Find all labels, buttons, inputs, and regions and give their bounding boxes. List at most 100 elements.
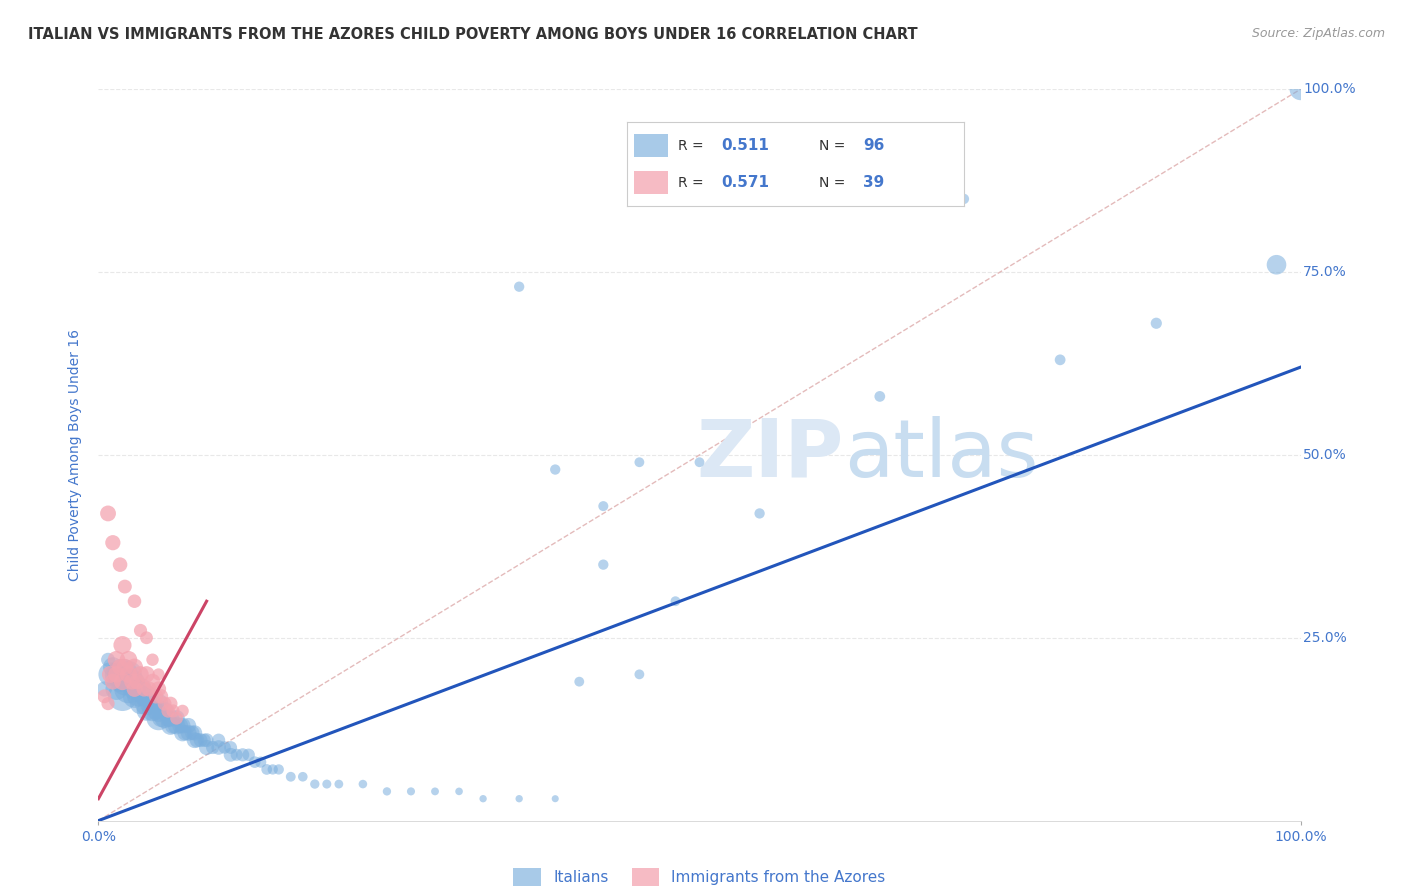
Point — [249, 755, 271, 769]
Point — [129, 681, 152, 696]
Point — [111, 667, 134, 681]
Point — [148, 704, 170, 718]
Point — [105, 667, 128, 681]
Text: N =: N = — [820, 176, 851, 190]
Point — [124, 690, 146, 704]
Text: R =: R = — [678, 176, 707, 190]
Point — [219, 747, 242, 762]
Point — [100, 667, 122, 681]
Point — [153, 704, 176, 718]
Text: N =: N = — [820, 138, 851, 153]
Point — [162, 704, 184, 718]
Text: ZIP: ZIP — [696, 416, 844, 494]
Point — [148, 681, 170, 696]
Point — [117, 653, 139, 667]
Point — [153, 697, 176, 711]
Point — [111, 690, 134, 704]
Point — [1289, 82, 1312, 96]
Point — [141, 653, 163, 667]
Point — [508, 279, 530, 293]
Point — [153, 711, 176, 725]
Point — [138, 697, 160, 711]
Text: ITALIAN VS IMMIGRANTS FROM THE AZORES CHILD POVERTY AMONG BOYS UNDER 16 CORRELAT: ITALIAN VS IMMIGRANTS FROM THE AZORES CH… — [28, 27, 918, 42]
Point — [201, 740, 224, 755]
Point — [141, 674, 163, 689]
Text: Source: ZipAtlas.com: Source: ZipAtlas.com — [1251, 27, 1385, 40]
Point — [869, 389, 891, 403]
Point — [97, 697, 120, 711]
Point — [97, 653, 120, 667]
Point — [447, 784, 470, 798]
Point — [328, 777, 350, 791]
Text: R =: R = — [678, 138, 707, 153]
Point — [159, 711, 181, 725]
Point — [172, 718, 194, 732]
Point — [129, 624, 152, 638]
Point — [125, 674, 148, 689]
Text: 50.0%: 50.0% — [1303, 448, 1347, 462]
Point — [101, 660, 124, 674]
FancyBboxPatch shape — [634, 134, 668, 158]
Point — [149, 711, 172, 725]
Point — [129, 697, 152, 711]
Point — [121, 674, 143, 689]
Point — [114, 580, 136, 594]
Point — [225, 747, 247, 762]
Point — [183, 726, 205, 740]
Point — [262, 763, 284, 777]
Point — [148, 697, 170, 711]
Point — [267, 763, 290, 777]
Point — [193, 733, 215, 747]
Point — [159, 718, 181, 732]
Point — [108, 660, 131, 674]
Point — [93, 690, 115, 704]
Point — [208, 733, 231, 747]
Point — [166, 711, 188, 725]
Point — [135, 697, 157, 711]
Point — [243, 755, 266, 769]
Point — [100, 667, 122, 681]
Point — [159, 697, 181, 711]
Point — [166, 718, 188, 732]
Point — [190, 733, 212, 747]
Point — [148, 711, 170, 725]
Point — [628, 455, 651, 469]
Point — [183, 733, 205, 747]
Point — [97, 507, 120, 521]
Point — [219, 740, 242, 755]
Point — [141, 704, 163, 718]
Point — [157, 704, 180, 718]
Point — [177, 726, 200, 740]
Point — [105, 667, 128, 681]
Point — [195, 740, 218, 755]
Point — [1144, 316, 1167, 330]
Point — [208, 740, 231, 755]
Point — [125, 690, 148, 704]
Point — [117, 681, 139, 696]
Point — [169, 718, 191, 732]
Point — [121, 674, 143, 689]
Point — [472, 791, 495, 805]
Point — [105, 681, 128, 696]
Point — [129, 667, 152, 681]
Point — [508, 791, 530, 805]
Point — [628, 667, 651, 681]
Text: 100.0%: 100.0% — [1303, 82, 1355, 96]
Point — [748, 507, 770, 521]
Point — [93, 681, 115, 696]
Point — [135, 631, 157, 645]
Point — [148, 667, 170, 681]
Point — [141, 697, 163, 711]
Point — [177, 718, 200, 732]
Point — [256, 763, 278, 777]
Point — [157, 711, 180, 725]
Point — [399, 784, 422, 798]
Point — [315, 777, 337, 791]
Point — [1265, 258, 1288, 272]
Point — [145, 690, 167, 704]
Point — [953, 192, 976, 206]
Point — [101, 535, 124, 549]
Point — [108, 674, 131, 689]
Point — [162, 718, 184, 732]
Point — [124, 681, 146, 696]
